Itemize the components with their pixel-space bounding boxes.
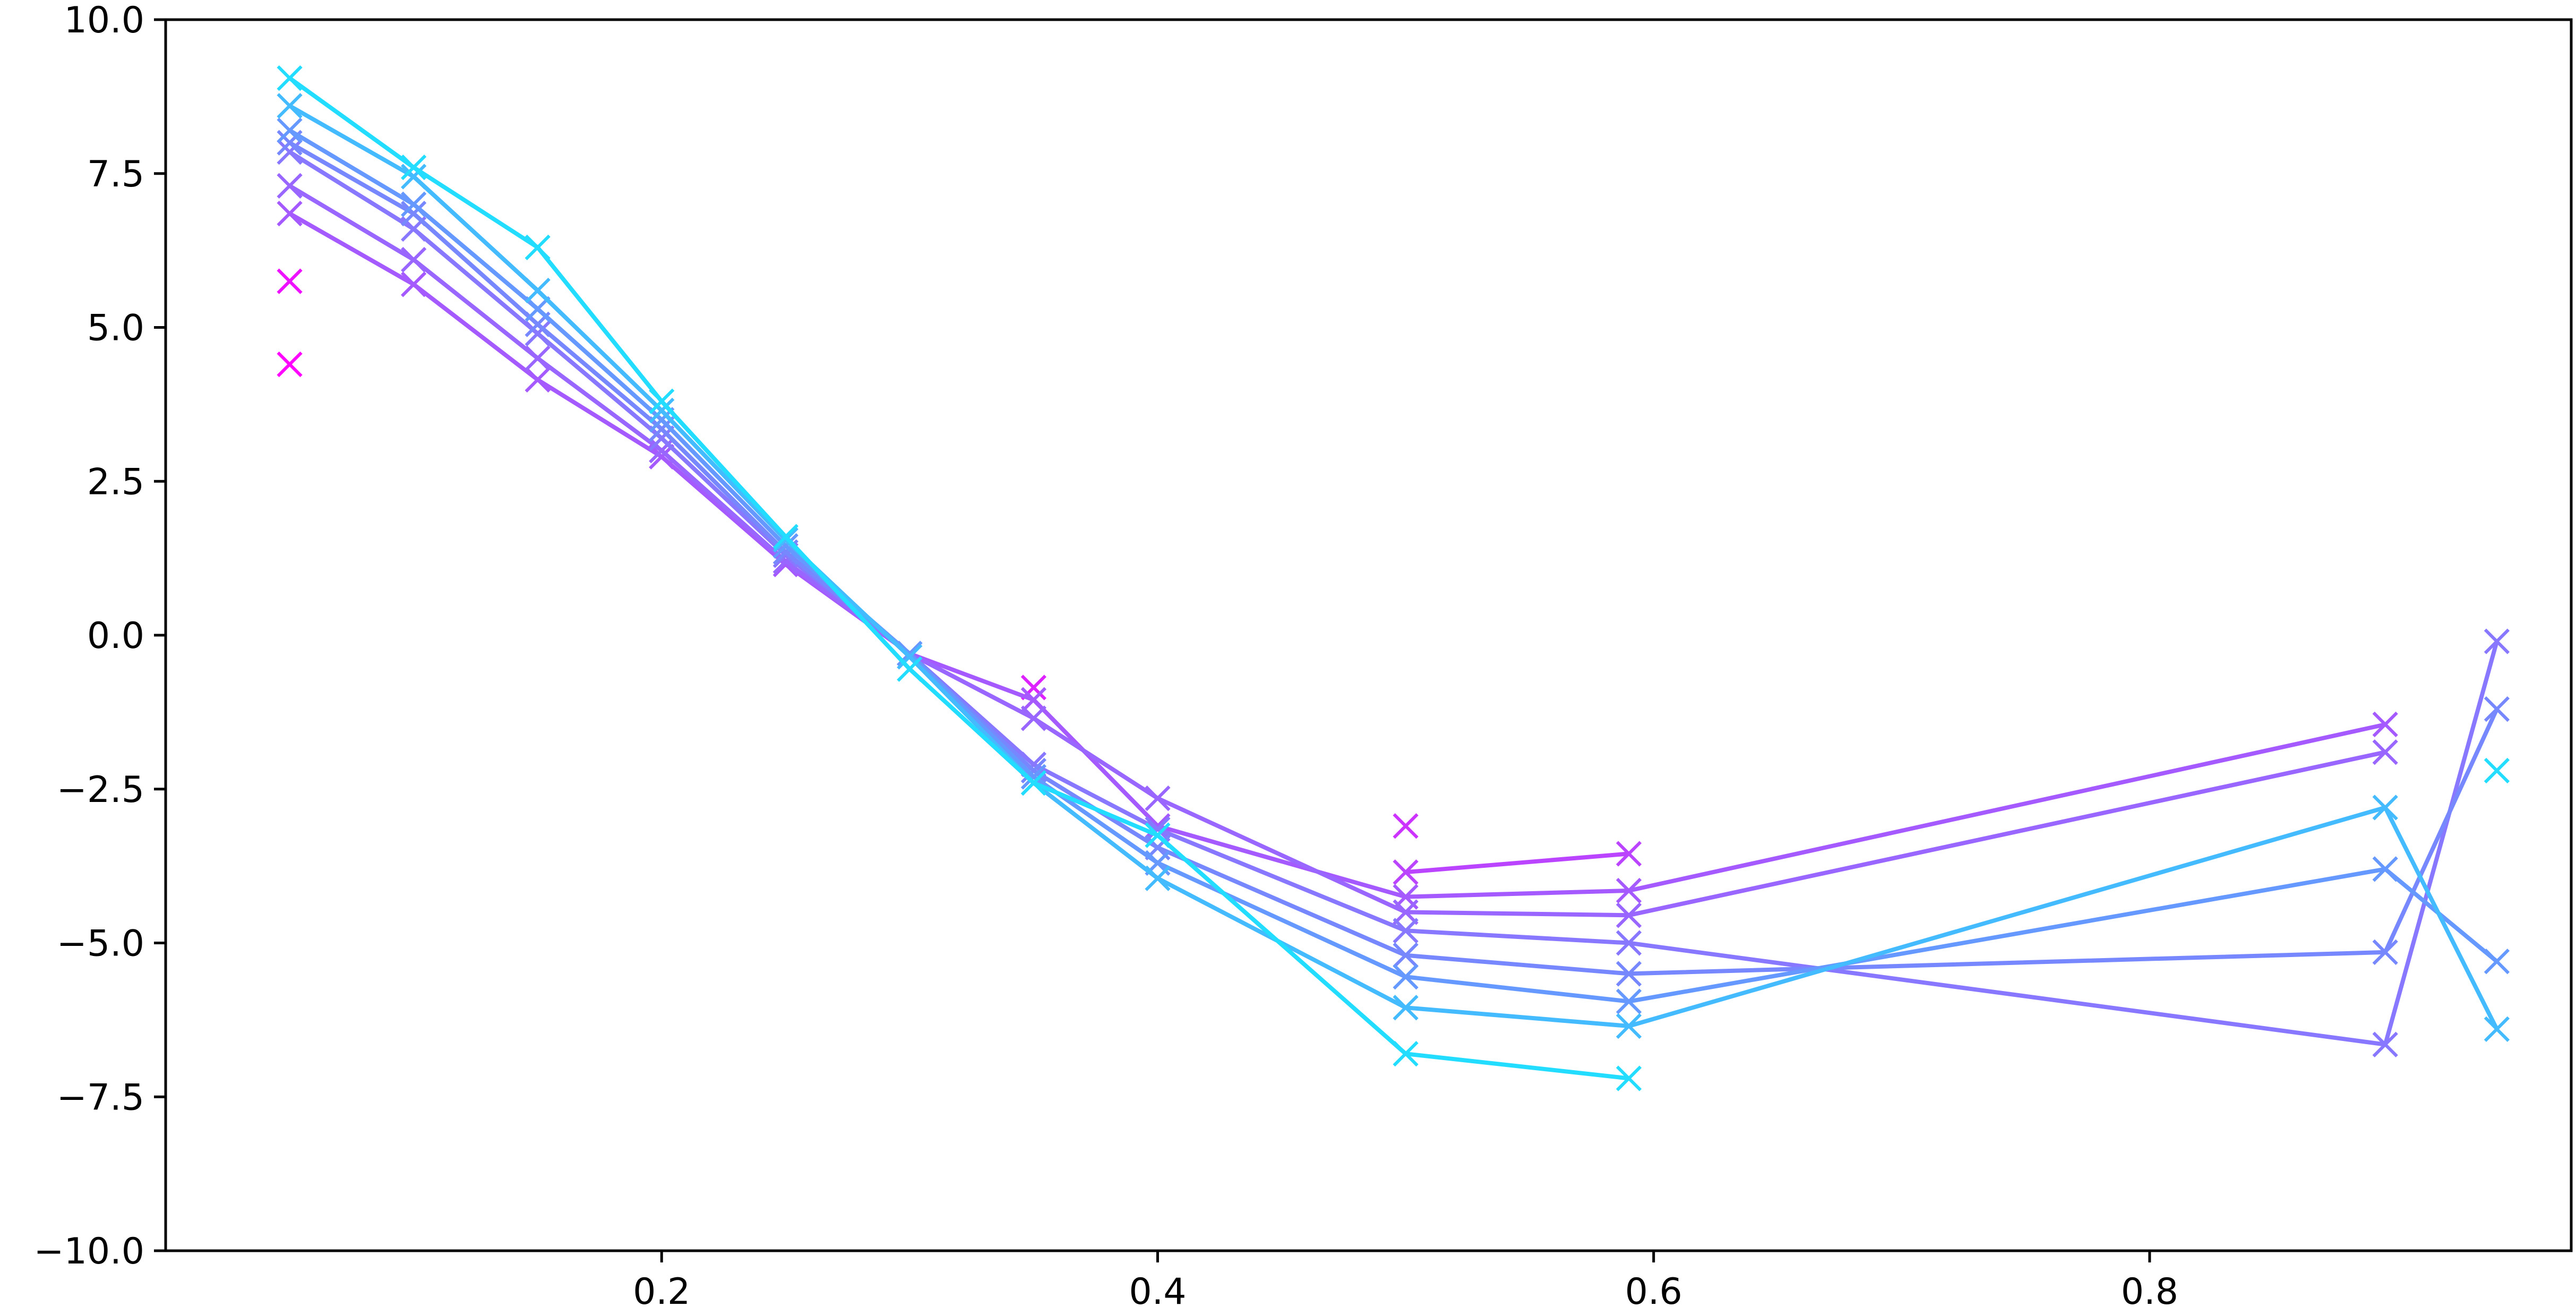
series-line (288, 104, 2499, 1030)
data-point-marker (897, 644, 923, 670)
data-point-marker (897, 656, 923, 682)
data-point-marker (1616, 877, 1642, 904)
data-point-marker (772, 524, 798, 550)
data-point-marker (2484, 696, 2510, 722)
x-tick-label: 0.2 (633, 1271, 690, 1313)
y-tick-label: 2.5 (87, 461, 144, 503)
data-point-marker (525, 320, 551, 347)
data-point-marker (1616, 961, 1642, 987)
y-axis: 10.0 7.5 5.0 2.5 0.0 −2.5 −5.0 −7.5 −10.0 (34, 0, 166, 1273)
data-point-marker (772, 533, 798, 559)
series-3 (1393, 813, 1419, 839)
data-point-marker (649, 443, 675, 470)
data-point-marker (2372, 1031, 2398, 1057)
data-point-marker (1616, 988, 1642, 1014)
data-point-marker (1616, 1065, 1642, 1091)
plot-frame (164, 18, 2573, 1252)
series-8 (277, 130, 2510, 987)
series-line (288, 129, 2498, 1004)
data-point-marker (1393, 942, 1419, 968)
data-point-marker (2372, 795, 2398, 821)
data-point-marker (277, 117, 303, 143)
data-point-marker (649, 397, 675, 424)
series-6 (277, 173, 2398, 928)
data-point-marker (525, 296, 551, 322)
data-point-marker (525, 366, 551, 393)
y-tick-label: 5.0 (87, 308, 144, 349)
data-point-marker (1145, 816, 1171, 842)
data-point-marker (2372, 939, 2398, 966)
data-point-marker (1145, 822, 1171, 848)
data-point-marker (277, 200, 303, 227)
data-point-marker (277, 93, 303, 119)
series-line (288, 211, 2386, 899)
data-point-marker (2484, 628, 2510, 654)
series-0 (277, 351, 303, 378)
data-point-marker (649, 388, 675, 414)
data-point-marker (400, 271, 427, 297)
series-line (288, 150, 2499, 1047)
y-tick-label: −2.5 (57, 769, 144, 811)
data-point-marker (1145, 785, 1171, 812)
data-point-marker (1393, 918, 1419, 944)
data-point-marker (1393, 859, 1419, 885)
series-7 (277, 139, 2510, 1057)
data-point-marker (400, 155, 427, 181)
data-point-marker (2484, 1016, 2510, 1042)
series-line (288, 141, 2499, 976)
data-point-marker (2484, 757, 2510, 784)
series-line (1405, 851, 1629, 875)
x-tick-label: 0.4 (1129, 1271, 1186, 1313)
y-tick-label: 10.0 (64, 0, 144, 41)
data-point-marker (2372, 739, 2398, 765)
series-1 (277, 268, 303, 294)
series-layer (277, 65, 2510, 1091)
x-tick-label: 0.6 (1625, 1271, 1682, 1313)
data-point-marker (1020, 705, 1047, 731)
series-line (288, 76, 1629, 1081)
data-point-marker (277, 351, 303, 378)
data-point-marker (525, 277, 551, 304)
data-point-marker (277, 65, 303, 91)
data-point-marker (400, 246, 427, 273)
series-9 (277, 117, 2510, 1014)
data-point-marker (400, 164, 427, 190)
data-point-marker (525, 345, 551, 371)
series-5 (277, 200, 2398, 910)
data-point-marker (400, 191, 427, 217)
data-point-marker (1616, 1013, 1642, 1039)
data-point-marker (277, 268, 303, 294)
y-tick-label: 0.0 (87, 615, 144, 657)
data-point-marker (1393, 995, 1419, 1021)
data-point-marker (1393, 1040, 1419, 1067)
data-point-marker (2484, 949, 2510, 975)
y-tick-label: −10.0 (34, 1231, 144, 1273)
series-12 (2484, 757, 2510, 784)
data-point-marker (277, 173, 303, 199)
data-point-marker (1393, 964, 1419, 990)
data-point-marker (2372, 711, 2398, 738)
series-line (288, 184, 2386, 918)
x-tick-label: 0.8 (2121, 1271, 2178, 1313)
x-axis: 0.2 0.4 0.6 0.8 (633, 1251, 2178, 1313)
data-point-marker (525, 234, 551, 260)
data-point-marker (1393, 899, 1419, 925)
series-10 (277, 93, 2510, 1042)
y-tick-label: −7.5 (57, 1077, 144, 1118)
series-4 (1393, 841, 1642, 885)
data-point-marker (400, 200, 427, 227)
data-point-marker (1020, 770, 1047, 796)
series-11 (277, 65, 1642, 1091)
y-tick-label: −5.0 (57, 923, 144, 965)
data-point-marker (1616, 930, 1642, 956)
y-tick-label: 7.5 (87, 153, 144, 195)
data-point-marker (1616, 841, 1642, 867)
data-point-marker (1393, 813, 1419, 839)
data-point-marker (1020, 687, 1047, 713)
data-point-marker (1616, 902, 1642, 928)
data-point-marker (1145, 865, 1171, 891)
data-point-marker (277, 139, 303, 165)
data-point-marker (2372, 856, 2398, 882)
